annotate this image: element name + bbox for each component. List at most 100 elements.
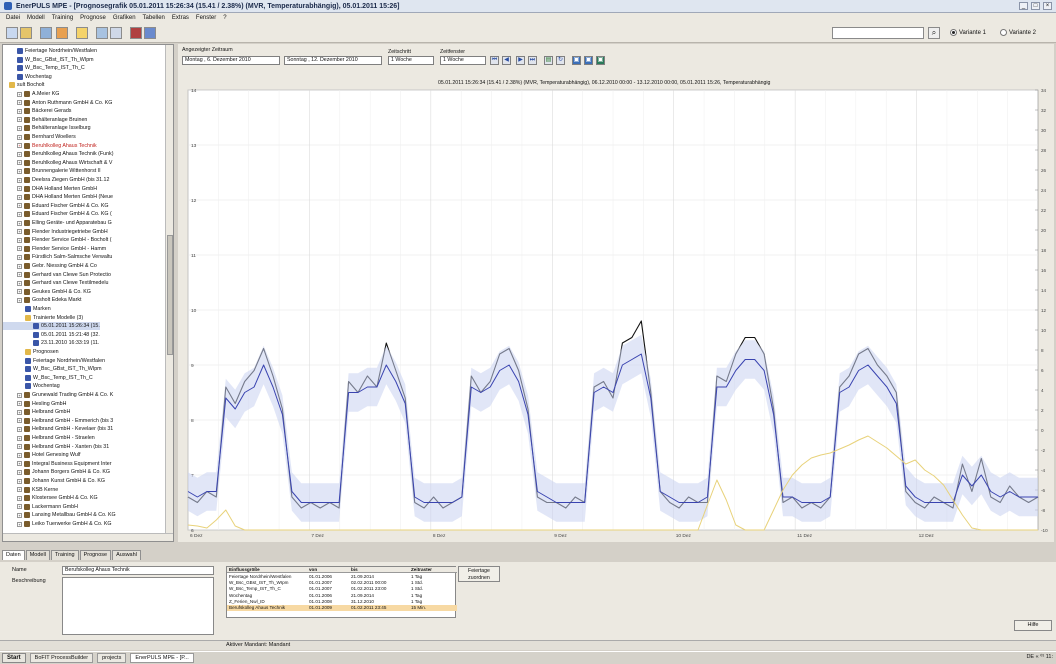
menu-tabellen[interactable]: Tabellen [142, 15, 165, 21]
tree-item[interactable]: W_Bsc_Temp_IST_Th_C [3, 64, 85, 72]
menu-training[interactable]: Training [51, 15, 74, 21]
tree-item[interactable]: + DHA Holland Merten GmbH [3, 185, 97, 193]
expand-icon[interactable]: + [17, 194, 22, 200]
tree-item[interactable]: + Beruhlkolleg Ahaus Wirtschaft & V [3, 159, 112, 167]
tree-item[interactable]: Wochentag [3, 382, 60, 390]
export-icon[interactable] [130, 27, 142, 39]
expand-icon[interactable]: + [17, 143, 22, 149]
tree-item[interactable]: + KSB Kerne [3, 486, 58, 494]
expand-icon[interactable]: + [17, 280, 22, 286]
from-date-select[interactable]: Montag , 6. Dezember 2010 [182, 56, 280, 65]
table-row[interactable]: Berufskolleg Ahaus Technik 01.01.2009 01.0… [227, 605, 457, 611]
tree-item[interactable]: + Geukes GmbH & Co. KG [3, 288, 91, 296]
maximize-button[interactable]: □ [1031, 2, 1040, 10]
tree-item[interactable]: + A.Meier KG [3, 90, 59, 98]
model-icon[interactable] [40, 27, 52, 39]
expand-icon[interactable]: + [17, 435, 22, 441]
tree-item[interactable]: 23.11.2010 16:33:19 (11. [3, 339, 99, 347]
tree-item[interactable]: + Elling Geräte- und Apparatebau G [3, 219, 112, 227]
tree-item[interactable]: + Helbrand GmbH - Emmerich (bis 3 [3, 417, 113, 425]
project-tree[interactable]: Feiertage Nordrhein/Westfalen W_Bsc_GBst_… [2, 44, 174, 542]
first-icon[interactable]: ⏮ [490, 56, 499, 65]
expand-icon[interactable]: + [17, 125, 22, 131]
minimize-button[interactable]: _ [1019, 2, 1028, 10]
tree-item[interactable]: + Lansing Metallbau GmbH & Co. KG [3, 511, 116, 519]
expand-icon[interactable]: + [17, 134, 22, 140]
tree-item[interactable]: + Flender Service GmbH - Bocholt ( [3, 236, 111, 244]
expand-icon[interactable]: + [17, 160, 22, 166]
expand-icon[interactable]: + [17, 272, 22, 278]
menu-modell[interactable]: Modell [27, 15, 45, 21]
tree-item[interactable]: + Bäckerei Gerads [3, 107, 71, 115]
chart-icon[interactable] [96, 27, 108, 39]
expand-icon[interactable]: + [17, 203, 22, 209]
expand-icon[interactable]: + [17, 478, 22, 484]
expand-icon[interactable]: + [17, 246, 22, 252]
train-icon[interactable] [56, 27, 68, 39]
tree-item[interactable]: + Anton Ruthmann GmbH & Co. KG [3, 99, 112, 107]
tab-modell[interactable]: Modell [25, 550, 50, 560]
expand-icon[interactable]: + [17, 229, 22, 235]
tree-item[interactable]: 05.01.2011 15:26:34 (15. [3, 322, 100, 331]
tree-item[interactable]: + Helbrand GmbH - Straelen [3, 434, 95, 442]
tree-item[interactable]: + Beruhlkolleg Ahaus Technik (Funk) [3, 150, 113, 158]
task-enerpuls[interactable]: EnerPULS MPE - [P... [130, 653, 194, 663]
expand-icon[interactable]: + [17, 263, 22, 269]
expand-icon[interactable]: + [17, 100, 22, 106]
expand-icon[interactable]: + [17, 495, 22, 501]
table-row[interactable]: Z_Ferien_Nwl_ID 01.01.2008 31.12.2010 1 Tag [227, 599, 457, 605]
help-button[interactable]: Hilfe [1014, 620, 1052, 631]
menu-grafiken[interactable]: Grafiken [112, 15, 136, 21]
export-chart-icon[interactable]: ▣ [596, 56, 605, 65]
settings-icon[interactable] [144, 27, 156, 39]
tree-item[interactable]: + Klostersee GmbH & Co. KG [3, 494, 98, 502]
tree-item[interactable]: + Lackermann GmbH [3, 503, 78, 511]
expand-icon[interactable]: + [17, 401, 22, 407]
tab-training[interactable]: Training [50, 550, 79, 560]
tree-item[interactable]: Feiertage Nordrhein/Westfalen [3, 357, 105, 365]
table-row[interactable]: Feiertage Nordrhein/Westfalen 01.01.2006 2… [227, 574, 457, 580]
expand-icon[interactable]: + [17, 237, 22, 243]
expand-icon[interactable]: + [17, 211, 22, 217]
open-icon[interactable] [6, 27, 18, 39]
tree-item[interactable]: + Gosholt Edeka Markt [3, 296, 81, 304]
expand-icon[interactable]: + [17, 168, 22, 174]
table-row[interactable]: W_Bsc_GBst_IST_Th_WIpm 01.01.2007 02.02.20… [227, 580, 457, 586]
menu-prognose[interactable]: Prognose [80, 15, 106, 21]
tree-item[interactable]: + Brunnengalerie Wittenhorst II [3, 167, 101, 175]
tab-prognose[interactable]: Prognose [79, 550, 112, 560]
expand-icon[interactable]: + [17, 254, 22, 260]
expand-icon[interactable]: + [17, 91, 22, 97]
folder-icon[interactable] [20, 27, 32, 39]
tree-item[interactable]: + Flender Industriegetriebe GmbH [3, 228, 108, 236]
last-icon[interactable]: ⏭ [528, 56, 537, 65]
tree-item[interactable]: W_Bsc_GBst_IST_Th_WIpm [3, 56, 94, 64]
tree-item[interactable]: + Helbrand GmbH [3, 408, 70, 416]
expand-icon[interactable]: + [17, 504, 22, 510]
expand-icon[interactable]: + [17, 151, 22, 157]
tree-item[interactable]: + Gebr. Niessing GmbH & Co [3, 262, 97, 270]
tree-item[interactable]: + Fürstlich Salm-Salmsche Verwaltu [3, 253, 112, 261]
expand-icon[interactable]: + [17, 426, 22, 432]
table-row[interactable]: Wochentag 01.01.2006 21.09.2014 1 Tag [227, 593, 457, 599]
menu-help[interactable]: ? [223, 15, 227, 21]
tree-item[interactable]: + DHA Holland Merten GmbH (Neue [3, 193, 113, 201]
expand-icon[interactable]: + [17, 418, 22, 424]
tree-item[interactable]: sult Bocholt [3, 81, 44, 89]
expand-icon[interactable]: + [17, 392, 22, 398]
tree-item[interactable]: Feiertage Nordrhein/Westfalen [3, 47, 97, 55]
table-icon[interactable] [110, 27, 122, 39]
forecast-chart[interactable]: 67891011121314-10-8-6-4-2024681012141618… [178, 88, 1054, 542]
expand-icon[interactable]: + [17, 177, 22, 183]
tab-daten[interactable]: Daten [2, 550, 25, 560]
expand-icon[interactable]: + [17, 444, 22, 450]
start-button[interactable]: Start [2, 653, 26, 663]
refresh-icon[interactable]: ↻ [556, 56, 565, 65]
description-input[interactable] [62, 577, 214, 635]
tree-item[interactable]: + Hotel Genesing Wulf [3, 451, 80, 459]
prev-icon[interactable]: ◀ [502, 56, 511, 65]
zeitschritt-select[interactable]: 1 Woche [388, 56, 434, 65]
expand-icon[interactable]: + [17, 108, 22, 114]
expand-icon[interactable]: + [17, 469, 22, 475]
task-processbuilder[interactable]: BoFIT ProcessBuilder [29, 653, 94, 663]
